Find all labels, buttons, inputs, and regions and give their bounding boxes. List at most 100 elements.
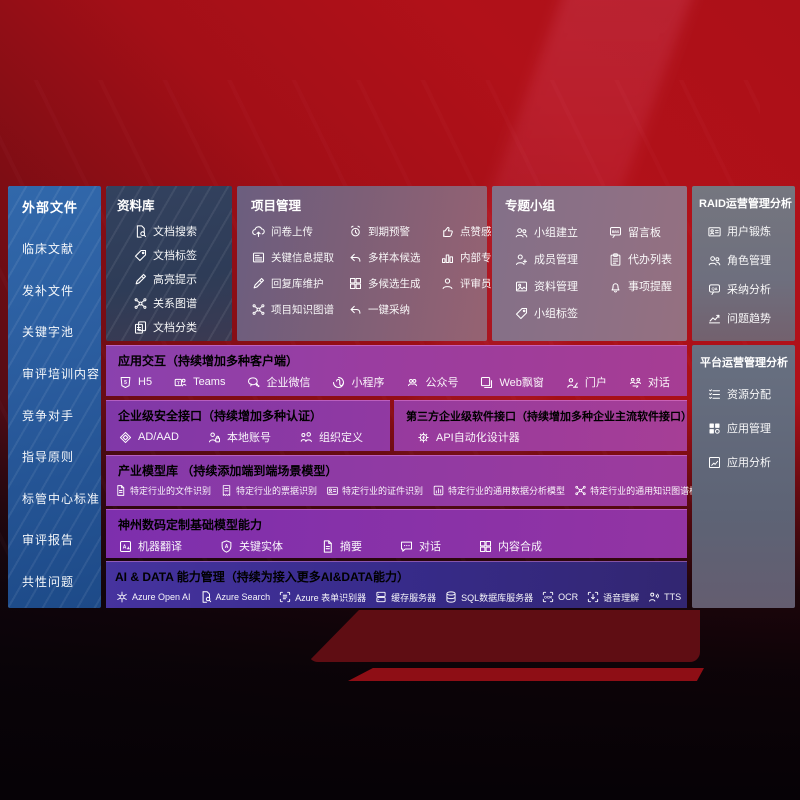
ai-service: 语音理解 <box>586 590 639 604</box>
wechat-work-icon <box>246 375 261 390</box>
puzzle-icon <box>478 539 493 554</box>
group-feature: 留言板 <box>608 224 687 240</box>
feature-label: 文档标签 <box>153 250 197 262</box>
industry-model: 特定行业的证件识别 <box>326 484 423 497</box>
feature-label: 关键字池 <box>22 325 75 340</box>
pencil-icon <box>251 276 266 291</box>
graph-icon <box>133 296 148 311</box>
feature-label: Azure Open AI <box>132 592 191 602</box>
feature-label: 共性问题 <box>22 575 75 589</box>
platform-feature: 应用管理 <box>707 420 795 436</box>
person-icon <box>440 276 455 291</box>
platform-feature: 资源分配 <box>707 386 795 402</box>
feature-label: 发补文件 <box>22 283 75 298</box>
feature-label: 企业微信 <box>266 377 311 389</box>
web-window-icon <box>479 375 494 390</box>
feature-label: 特定行业的通用知识图谱模型 <box>590 486 708 496</box>
feature-label: Azure 表单识别器 <box>295 592 367 603</box>
shield-a-icon <box>219 539 234 554</box>
feature-label: 缓存服务器 <box>391 592 437 603</box>
alarm-icon <box>348 224 363 239</box>
external-file-item: 临床文献 <box>22 240 101 257</box>
feature-label: 小组建立 <box>534 227 578 239</box>
feature-label: 用户锻炼 <box>727 226 771 238</box>
row-title: AI & DATA 能力管理（持续为接入更多AI&DATA能力） <box>115 570 409 584</box>
feature-label: 本地账号 <box>226 432 271 444</box>
feature-label: 审评报告 <box>22 533 75 548</box>
feature-label: AD/AAD <box>138 431 179 443</box>
feature-label: 高亮提示 <box>153 274 197 286</box>
panel-title: 专题小组 <box>505 199 556 213</box>
group-feature: 成员管理 <box>514 251 608 267</box>
feature-label: 留言板 <box>628 227 661 239</box>
client-channel: 门户 <box>565 374 607 390</box>
azure-search-icon <box>199 590 213 604</box>
library-feature: 文档搜索 <box>133 223 232 239</box>
feature-label: 小程序 <box>351 377 385 389</box>
feature-label: 摘要 <box>340 541 362 553</box>
feature-label: 点赞感谢 <box>460 226 502 238</box>
bbs-icon <box>608 225 623 240</box>
row-title: 应用交互（持续增加多种客户端） <box>118 354 299 368</box>
feature-label: 代办列表 <box>628 254 672 266</box>
integration-feature: API自动化设计器 <box>416 429 520 445</box>
feature-label: 关系图谱 <box>153 298 197 310</box>
client-channel: Teams <box>173 375 225 390</box>
portal-icon <box>565 375 580 390</box>
group-feature: 小组标签 <box>514 305 608 321</box>
feature-label: 关键信息提取 <box>271 252 334 264</box>
external-file-item: 指导原则 <box>22 448 101 465</box>
list-icon <box>707 387 722 402</box>
feature-label: 文档搜索 <box>153 226 197 238</box>
raid-feature: 用户锻炼 <box>707 223 795 239</box>
cache-server-icon <box>374 590 388 604</box>
ocr-icon <box>541 590 555 604</box>
ai-service: OCR <box>541 590 578 604</box>
enterprise-security-box: 企业级安全接口（持续增加多种认证） AD/AAD 本地账号 组织定义 <box>106 400 390 451</box>
form-recognizer-icon <box>278 590 292 604</box>
doc-icon <box>320 539 335 554</box>
library-feature: 文档标签 <box>133 247 232 263</box>
feature-label: SQL数据库服务器 <box>461 592 534 603</box>
feature-label: 标管中心标准 <box>22 491 101 506</box>
row-title: 产业模型库 （持续添加端到端场景模型） <box>118 464 338 478</box>
feature-label: Teams <box>193 376 226 388</box>
project-feature: 回复库维护 <box>251 276 348 291</box>
topic-groups-panel: 专题小组 小组建立 留言板 成员管理 代办列表 资料管理 事项提醒 小组标签 <box>492 186 687 341</box>
cloud-upload-icon <box>251 224 266 239</box>
graph-icon <box>574 484 587 497</box>
feature-label: TTS <box>664 592 682 602</box>
foundation-capability: 机器翻译 <box>118 538 182 554</box>
ai-service: 缓存服务器 <box>374 590 436 604</box>
teams-icon <box>173 375 188 390</box>
external-file-item: 共性问题 <box>22 573 101 590</box>
feature-label: API自动化设计器 <box>436 432 520 444</box>
ai-service: Azure Search <box>199 590 271 604</box>
chat-qa-icon <box>707 282 722 297</box>
feature-label: 应用管理 <box>727 423 771 435</box>
project-feature: 多样本候选 <box>348 250 440 265</box>
feature-label: 指导原则 <box>22 450 75 465</box>
ai-service: Azure 表单识别器 <box>278 590 366 604</box>
sql-db-icon <box>444 590 458 604</box>
document-library-panel: 资料库 文档搜索 文档标签 高亮提示 关系图谱 文档分类 <box>106 186 232 341</box>
foundation-capability: 内容合成 <box>478 538 542 554</box>
conversation-icon <box>628 375 643 390</box>
project-feature: 到期预警 <box>348 224 440 239</box>
feature-label: 问题趋势 <box>727 313 771 325</box>
client-channel: H5 <box>118 375 152 390</box>
highlight-icon <box>133 272 148 287</box>
row-title: 企业级安全接口（持续增加多种认证） <box>118 409 323 423</box>
adopt-arrow-icon <box>348 302 363 317</box>
raid-feature: 角色管理 <box>707 252 795 268</box>
clipboard-icon <box>608 252 623 267</box>
ai-service: SQL数据库服务器 <box>444 590 533 604</box>
trend-icon <box>707 311 722 326</box>
feature-label: Azure Search <box>215 592 271 602</box>
feature-label: 对话 <box>647 377 670 389</box>
feature-label: 特定行业的证件识别 <box>342 486 424 496</box>
row-title: 神州数码定制基础模型能力 <box>118 518 263 532</box>
tag-icon <box>133 248 148 263</box>
library-feature: 高亮提示 <box>133 271 232 287</box>
feature-label: 项目知识图谱 <box>271 304 334 316</box>
